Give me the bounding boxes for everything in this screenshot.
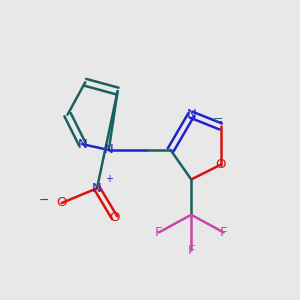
Text: F: F <box>220 226 227 239</box>
Text: O: O <box>110 211 120 224</box>
Text: O: O <box>56 196 67 209</box>
Text: O: O <box>215 158 226 171</box>
Text: N: N <box>186 108 196 121</box>
Text: =: = <box>212 114 223 127</box>
Text: N: N <box>77 138 87 151</box>
Text: F: F <box>188 244 195 256</box>
Text: N: N <box>104 143 114 157</box>
Text: F: F <box>155 226 163 239</box>
Text: −: − <box>39 194 49 207</box>
Text: +: + <box>105 174 113 184</box>
Text: N: N <box>92 182 102 195</box>
